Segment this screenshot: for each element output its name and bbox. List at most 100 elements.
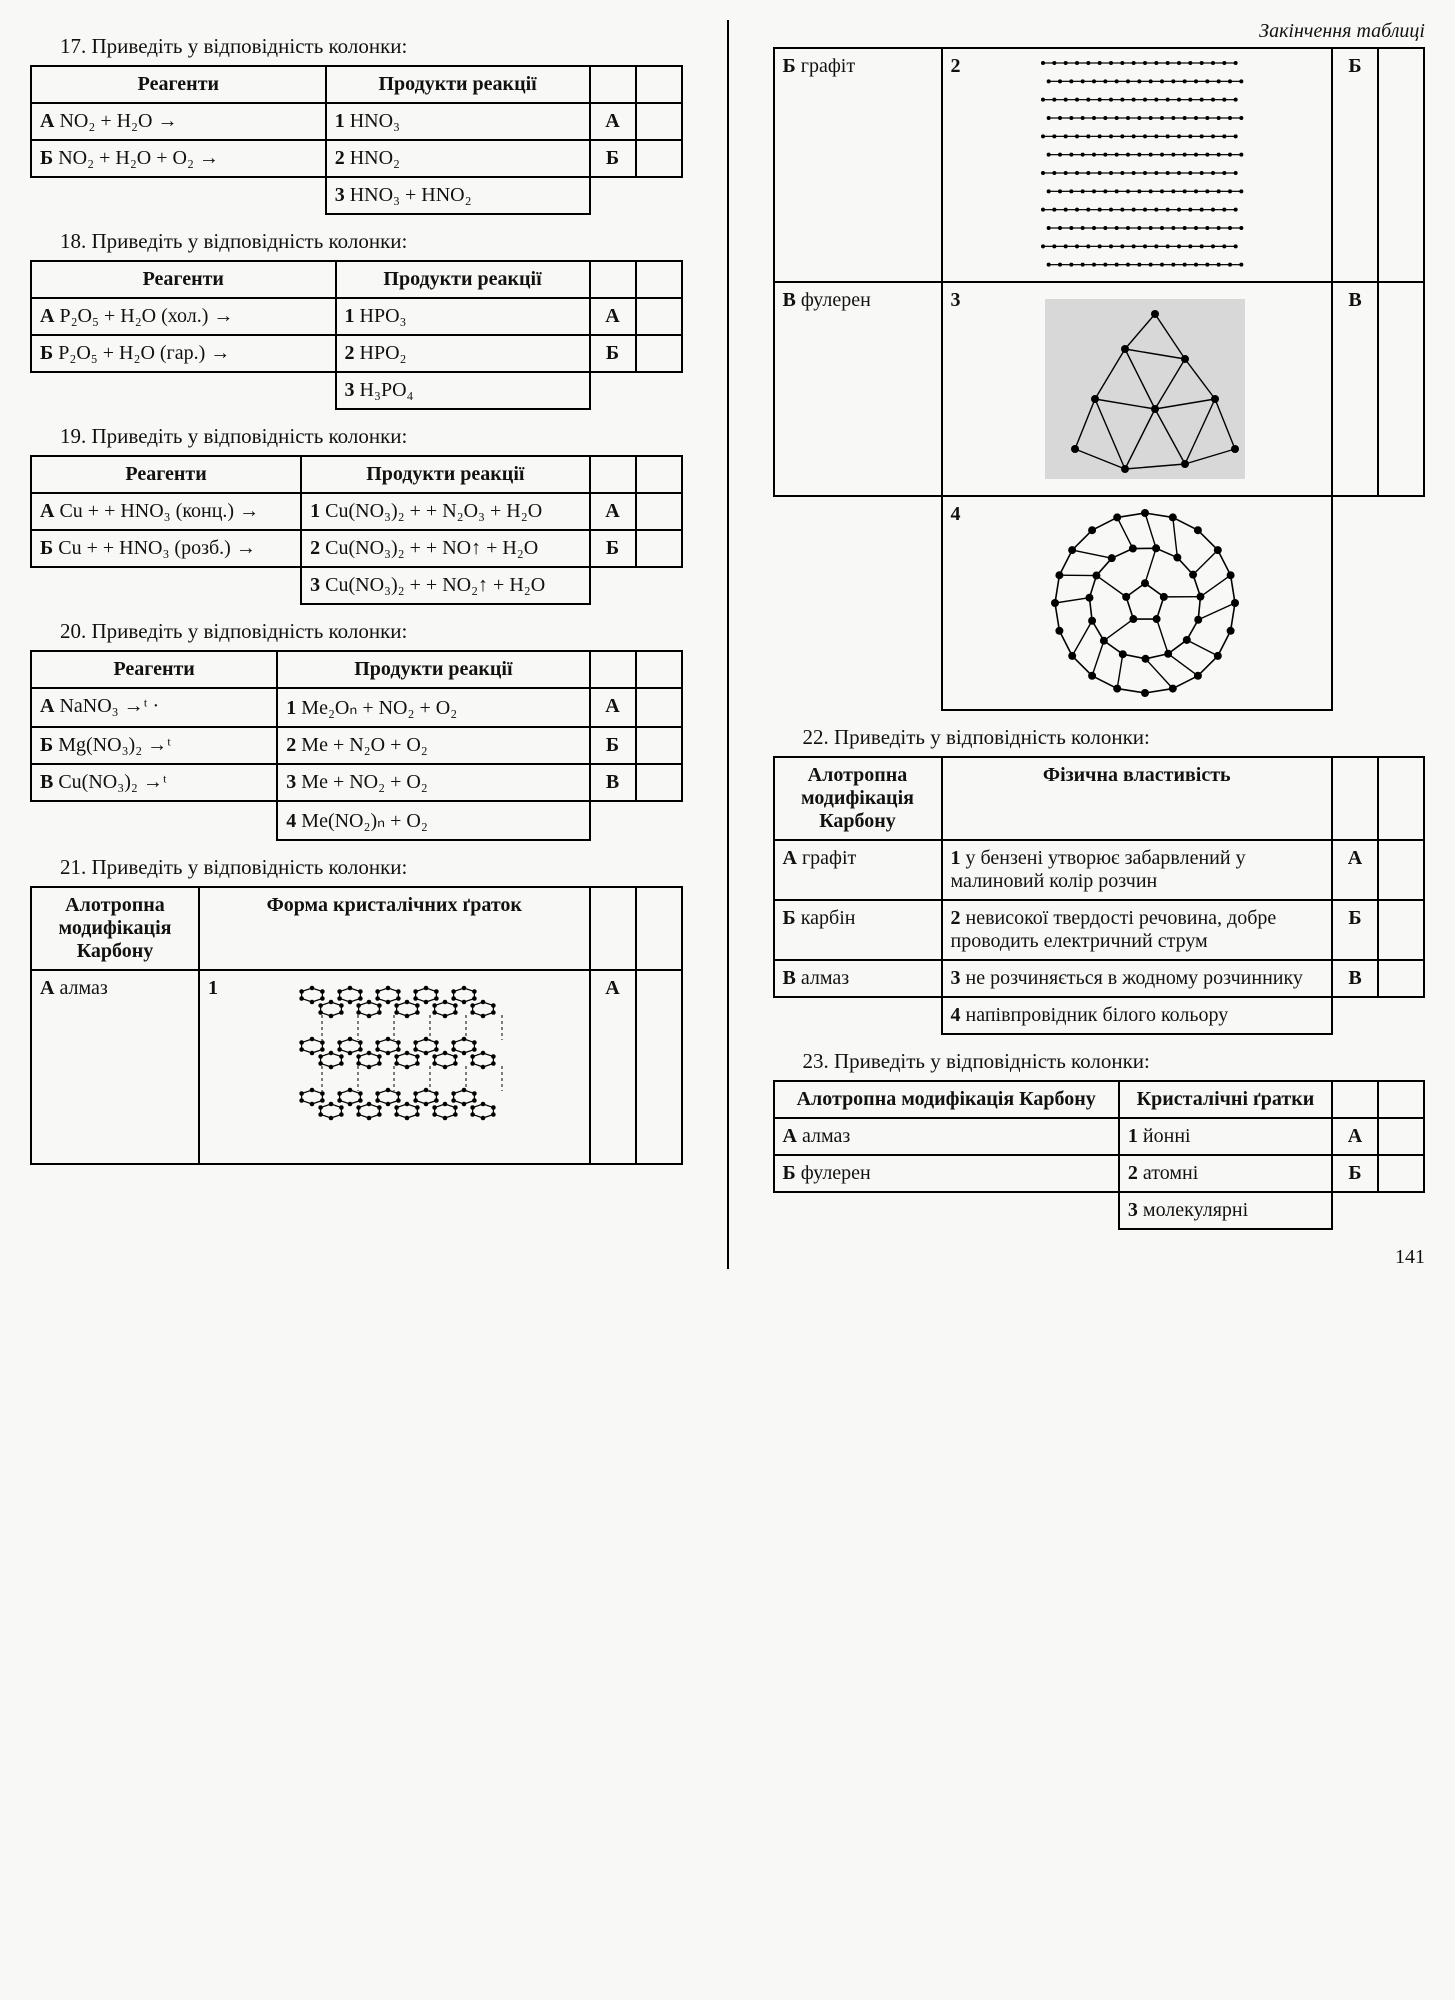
fullerene-ball-icon: [1035, 503, 1255, 703]
q17-right-row: 3 HNO₃ + HNO₂: [326, 177, 590, 214]
row-text: Cu + + HNO₃ (розб.) →: [58, 537, 256, 559]
row-label: Б: [40, 734, 53, 756]
table-row: 4 Me(NO₂)ₙ + O₂: [277, 801, 589, 840]
table-row: Б P₂O₅ + H₂O (гар.) →: [31, 335, 336, 372]
ans-blank[interactable]: [636, 727, 682, 764]
row-text: NO₂ + H₂O + O₂ →: [58, 147, 219, 169]
ans-blank[interactable]: [1378, 1155, 1424, 1192]
row-label: 2: [951, 55, 961, 78]
table-row: 1 HPO₃: [336, 298, 590, 335]
table-row: В Cu(NO₃)₂ →ᵗ: [31, 764, 277, 801]
row-text: NaNO₃ →ᵗ ·: [59, 695, 159, 717]
table-row: А P₂O₅ + H₂O (хол.) →: [31, 298, 336, 335]
q20-title: 20. Приведіть у відповідність колонки:: [60, 619, 683, 644]
q21-left-header: Алотропна модифікація Карбону: [31, 887, 199, 970]
ans-blank[interactable]: [636, 493, 682, 530]
ans-blank[interactable]: [1378, 900, 1424, 960]
q22-right-header: Фізична властивість: [942, 757, 1333, 840]
row-text: напівпровідник білого кольору: [966, 1004, 1229, 1026]
ans-blank[interactable]: [1378, 282, 1424, 496]
row-label: А: [40, 977, 54, 999]
ans-label: А: [1332, 1118, 1378, 1155]
table-row: А Cu + + HNO₃ (конц.) →: [31, 493, 301, 530]
row-text: невисокої твердості речовина, добре пров…: [951, 907, 1277, 952]
q22-left-header: Алотропна модифікація Карбону: [774, 757, 942, 840]
left-column: 17. Приведіть у відповідність колонки: Р…: [30, 20, 683, 1269]
row-label: А: [40, 500, 54, 522]
row-text: не розчиняється в жодному розчиннику: [966, 967, 1303, 989]
ans-label: А: [1332, 840, 1378, 900]
q17-left-header: Реагенти: [31, 66, 326, 103]
row-label: А: [783, 1125, 797, 1147]
q21-left-row: А алмаз: [31, 970, 199, 1164]
table-row: А графіт: [774, 840, 942, 900]
q19-left-header: Реагенти: [31, 456, 301, 493]
q20-left-header: Реагенти: [31, 651, 277, 688]
table-row: 1 Me₂Oₙ + NO₂ + O₂: [277, 688, 589, 727]
ans-blank[interactable]: [636, 335, 682, 372]
ans-label: А: [590, 970, 636, 1164]
row-text: Me + N₂O + O₂: [301, 734, 428, 756]
table-row: 1 йонні: [1119, 1118, 1332, 1155]
row-text: алмаз: [59, 977, 107, 999]
table-row: 3 Me + NO₂ + O₂: [277, 764, 589, 801]
ans-blank[interactable]: [636, 970, 682, 1164]
row-text: Me(NO₂)ₙ + O₂: [301, 810, 428, 832]
row-text: алмаз: [801, 967, 849, 989]
row-label: Б: [40, 537, 53, 559]
ans-blank[interactable]: [636, 298, 682, 335]
row-text: HNO₂: [350, 147, 400, 169]
ans-label: А: [590, 298, 636, 335]
ans-blank[interactable]: [636, 140, 682, 177]
q21-title: 21. Приведіть у відповідність колонки:: [60, 855, 683, 880]
ans-label: А: [590, 493, 636, 530]
ans-blank[interactable]: [636, 530, 682, 567]
q21-img-4: 4: [942, 496, 1333, 710]
row-text: атомні: [1143, 1162, 1198, 1184]
row-text: P₂O₅ + H₂O (хол.) →: [59, 305, 233, 327]
row-label: 3: [1128, 1199, 1138, 1221]
table-row: 2 Me + N₂O + O₂: [277, 727, 589, 764]
ans-blank[interactable]: [1378, 48, 1424, 282]
q21-left-row: Б графіт: [774, 48, 942, 282]
carbyne-chains-icon: [1035, 55, 1255, 275]
table-row: 1 у бензені утворює забарвлений у малино…: [942, 840, 1333, 900]
empty: [636, 177, 682, 214]
row-label: 3: [345, 379, 355, 401]
ans-label: Б: [1332, 48, 1378, 282]
ans-blank[interactable]: [1378, 840, 1424, 900]
table-row: 3 H₃PO₄: [336, 372, 590, 409]
row-text: графіт: [801, 55, 855, 77]
ans-blank[interactable]: [1378, 1118, 1424, 1155]
q22-title: 22. Приведіть у відповідність колонки:: [803, 725, 1426, 750]
table-row: Б фулерен: [774, 1155, 1119, 1192]
row-text: фулерен: [801, 1162, 871, 1184]
row-label: Б: [783, 1162, 796, 1184]
ans-blank[interactable]: [636, 764, 682, 801]
row-text: у бензені утворює забарвлений у малинови…: [951, 847, 1246, 892]
table-row: Б Mg(NO₃)₂ →ᵗ: [31, 727, 277, 764]
q18-title: 18. Приведіть у відповідність колонки:: [60, 229, 683, 254]
q20-right-header: Продукти реакції: [277, 651, 589, 688]
row-text: молекулярні: [1143, 1199, 1248, 1221]
row-label: 1: [345, 305, 355, 327]
row-label: А: [40, 695, 54, 717]
ans-blank[interactable]: [636, 688, 682, 727]
q23-left-header: Алотропна модифікація Карбону: [774, 1081, 1119, 1118]
q17-right-header: Продукти реакції: [326, 66, 590, 103]
ans-label: В: [590, 764, 636, 801]
q17-table: Реагенти Продукти реакції А NO₂ + H₂O → …: [30, 65, 683, 215]
q18-table: Реагенти Продукти реакції А P₂O₅ + H₂O (…: [30, 260, 683, 410]
row-text: Cu(NO₃)₂ + + NO₂↑ + H₂O: [325, 574, 545, 596]
q19-right-header: Продукти реакції: [301, 456, 589, 493]
ans-blank[interactable]: [636, 103, 682, 140]
q21-table-part1: Алотропна модифікація Карбону Форма крис…: [30, 886, 683, 1165]
table-row: 1 Cu(NO₃)₂ + + N₂O₃ + H₂O: [301, 493, 589, 530]
row-label: 3: [335, 184, 345, 206]
row-text: NO₂ + H₂O →: [59, 110, 177, 132]
row-text: Cu + + HNO₃ (конц.) →: [59, 500, 259, 522]
q17-title: 17. Приведіть у відповідність колонки:: [60, 34, 683, 59]
ans-blank[interactable]: [1378, 960, 1424, 997]
q17-left-row: А NO₂ + H₂O →: [31, 103, 326, 140]
table-row: А алмаз: [774, 1118, 1119, 1155]
